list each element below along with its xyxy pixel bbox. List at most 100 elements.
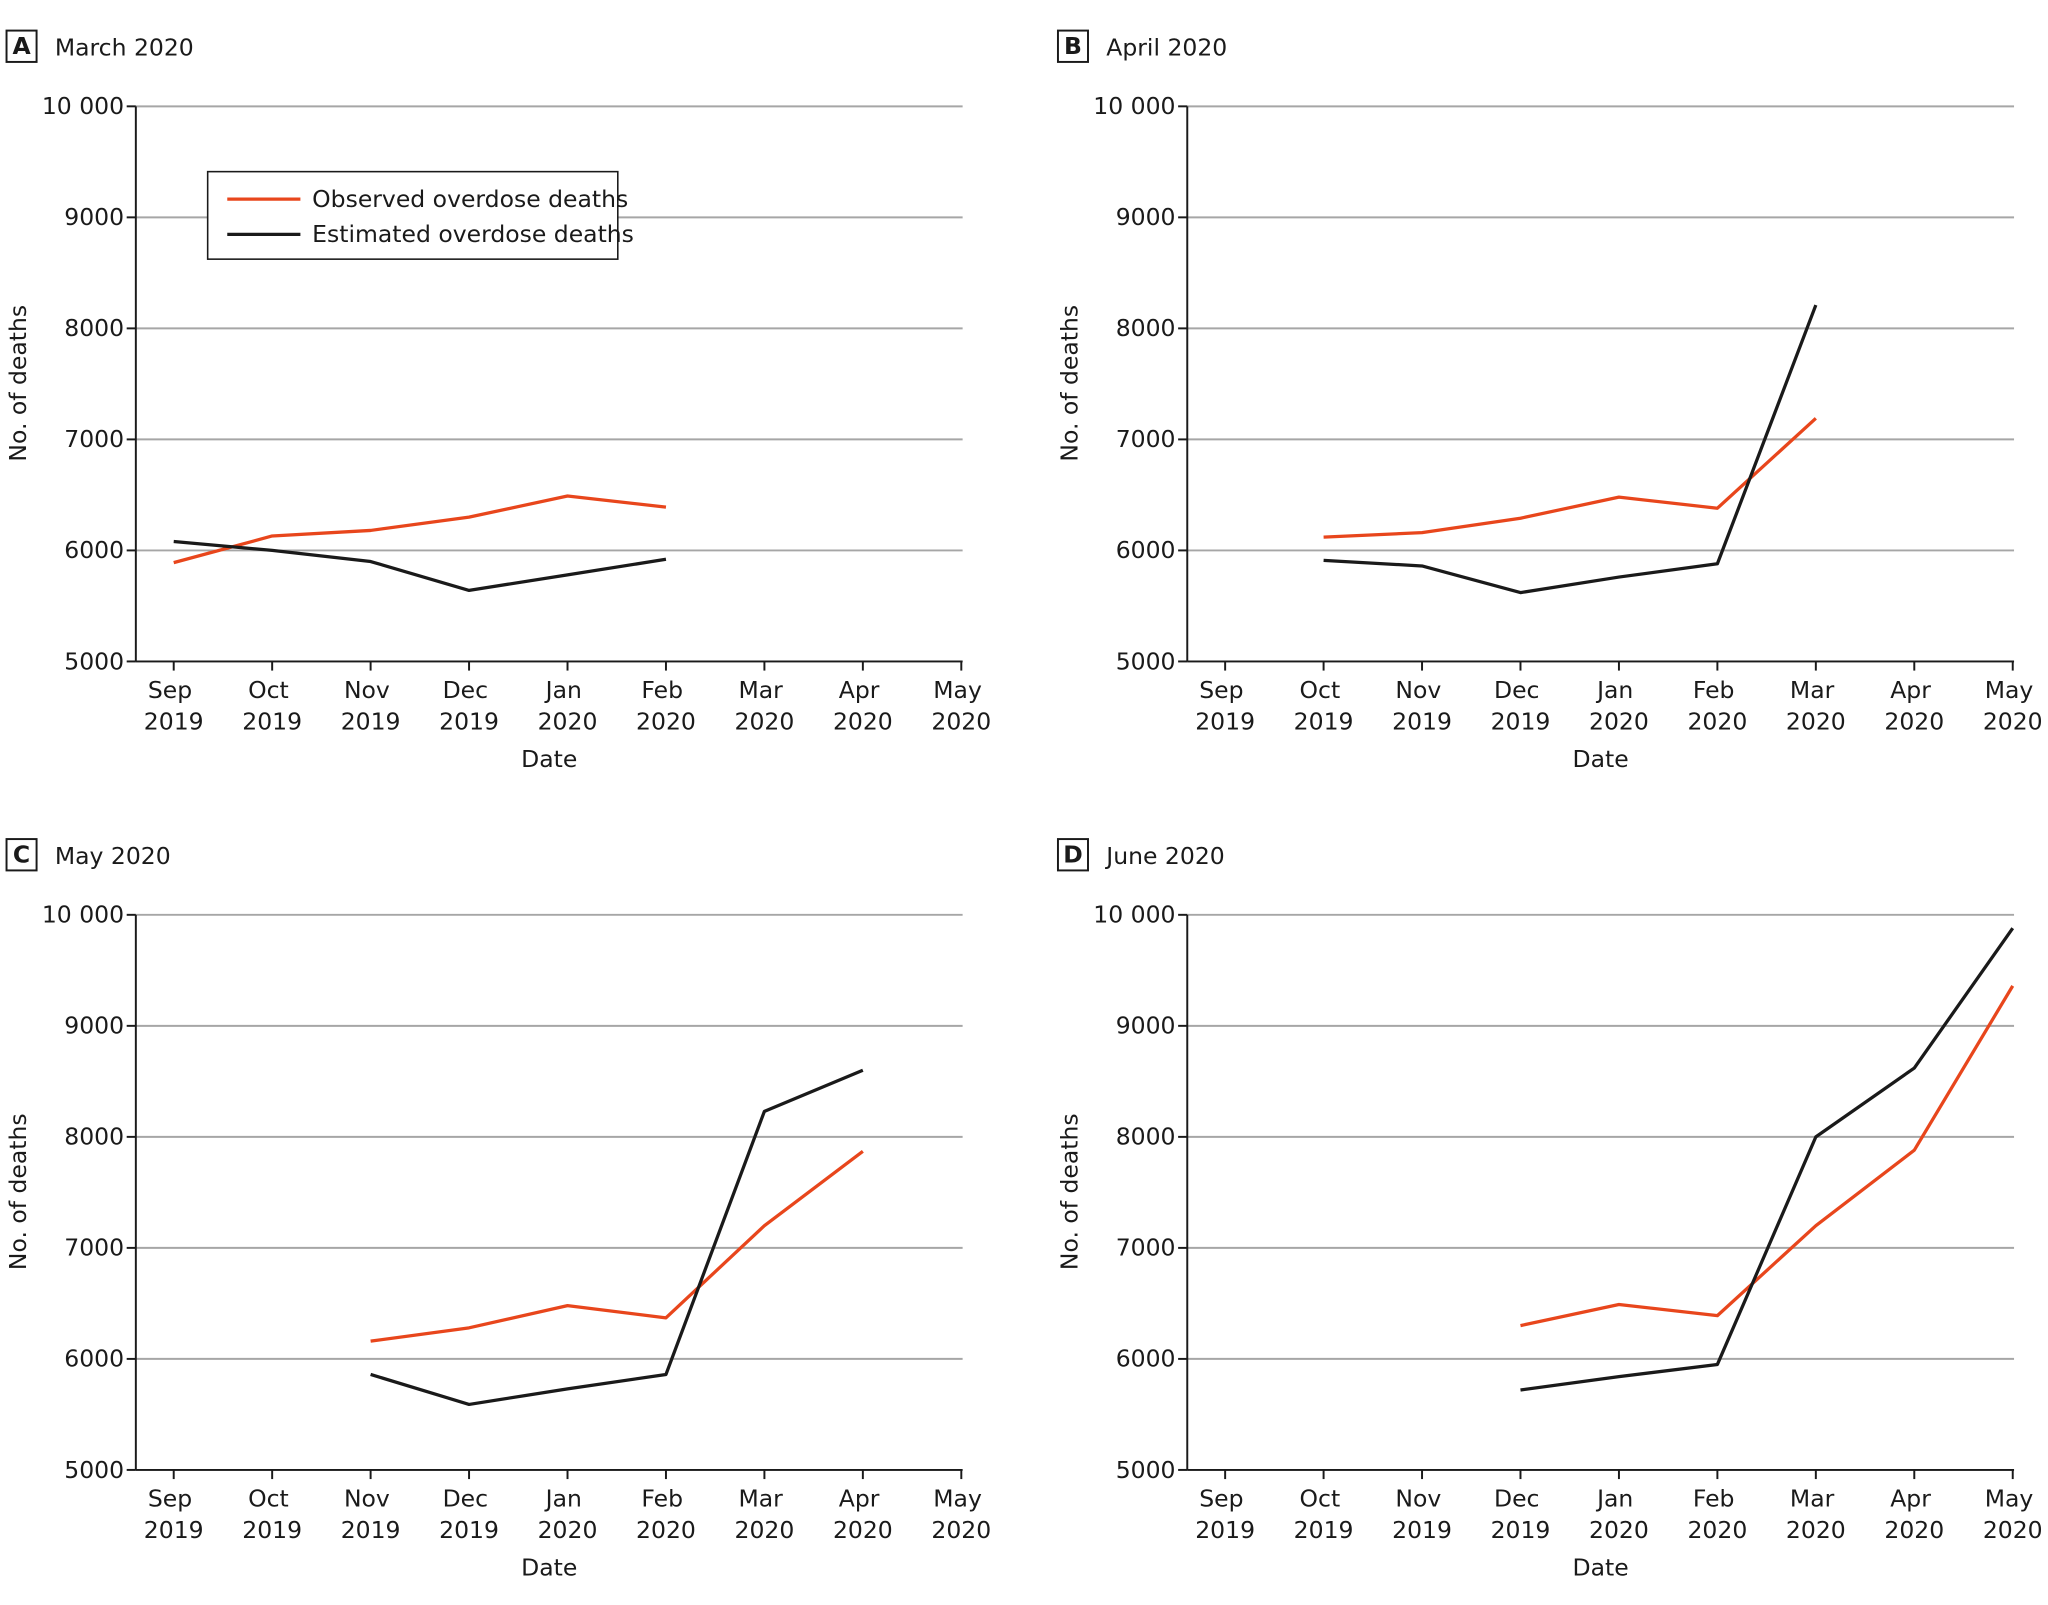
- x-tick-label-line: 2020: [1983, 707, 2043, 735]
- panel: B April 2020 5000 6000 7000 8000 9000 10 000 Sep…: [1056, 29, 2043, 773]
- x-tick-label-line: Apr: [1890, 676, 1938, 704]
- x-tick-label: Dec 2019: [439, 1485, 499, 1544]
- chart-title: March 2020: [55, 33, 194, 61]
- x-tick-label: Nov 2019: [1392, 1485, 1452, 1544]
- x-tick-label: Apr 2020: [833, 676, 893, 735]
- x-tick-label-line: 2020: [1589, 1516, 1649, 1544]
- y-tick-label: 10 000: [42, 901, 124, 929]
- y-tick-label: 5000: [1116, 1456, 1176, 1484]
- legend-label: Estimated overdose deaths: [312, 220, 634, 248]
- series-line: [173, 539, 667, 593]
- x-tick-label-line: 2019: [439, 1516, 499, 1544]
- x-tick-label-line: 2020: [538, 1516, 598, 1544]
- y-tick-label: 5000: [1116, 647, 1176, 675]
- x-tick-label-line: 2020: [931, 1516, 991, 1544]
- x-tick-label-line: Apr: [1890, 1485, 1938, 1513]
- x-tick-label-line: Jan: [1595, 1485, 1641, 1513]
- series-line: [1323, 304, 1818, 595]
- x-tick-label: May 2020: [1983, 676, 2043, 735]
- series-line: [1520, 927, 2015, 1392]
- x-tick-label-line: 2020: [931, 707, 991, 735]
- x-tick-label-line: Feb: [641, 676, 690, 704]
- x-tick-label-line: 2019: [341, 707, 401, 735]
- panel: A March 2020 5000 6000 7000 8000 9000 10 000 Sep…: [4, 29, 991, 773]
- y-tick-label: 6000: [1116, 536, 1176, 564]
- x-tick-label-line: Sep: [1199, 1485, 1251, 1513]
- y-tick-label: 5000: [64, 647, 124, 675]
- x-tick-label-line: Oct: [248, 1485, 296, 1513]
- x-tick-label-line: 2019: [1491, 1516, 1551, 1544]
- x-tick-label-line: 2019: [144, 707, 204, 735]
- x-tick-label: Apr 2020: [833, 1485, 893, 1544]
- x-tick-label: Jan 2020: [538, 676, 598, 735]
- x-tick-label-line: Nov: [344, 676, 397, 704]
- x-tick-label-line: 2020: [1884, 1516, 1944, 1544]
- x-tick-label: Jan 2020: [1589, 1485, 1649, 1544]
- x-tick-label: Feb 2020: [1687, 1485, 1747, 1544]
- panel-box: [5, 29, 38, 63]
- x-tick-label-line: 2019: [1491, 707, 1551, 735]
- x-axis-label: Date: [521, 745, 577, 773]
- y-axis-label: No. of deaths: [1056, 305, 1084, 462]
- y-tick-label: 9000: [64, 1012, 124, 1040]
- x-tick-label-line: 2020: [1786, 1516, 1846, 1544]
- x-tick-label: Feb 2020: [636, 676, 696, 735]
- series-line: [1323, 417, 1817, 539]
- x-tick-label: Mar 2020: [735, 676, 795, 735]
- x-tick-label-line: 2020: [1687, 707, 1747, 735]
- x-tick-label: Sep 2019: [1195, 676, 1255, 735]
- x-tick-label: Oct 2019: [242, 676, 302, 735]
- y-tick-label: 8000: [1116, 1123, 1176, 1151]
- x-tick-label-line: Nov: [1395, 676, 1448, 704]
- x-tick-label-line: May: [933, 676, 989, 704]
- x-tick-label-line: 2019: [1392, 707, 1452, 735]
- legend-box: [206, 170, 619, 260]
- x-tick-label-line: Oct: [1300, 676, 1348, 704]
- x-tick-label-line: 2020: [636, 707, 696, 735]
- x-tick-label-line: 2020: [1983, 1516, 2043, 1544]
- y-axis-label: No. of deaths: [4, 305, 32, 462]
- x-tick-label-line: Jan: [1595, 676, 1641, 704]
- x-tick-label-line: Mar: [1790, 1485, 1842, 1513]
- x-tick-label-line: May: [933, 1485, 989, 1513]
- x-tick-label-line: 2019: [1294, 1516, 1354, 1544]
- legend: Observed overdose deaths Estimated overdo…: [206, 170, 634, 260]
- x-tick-label: Dec 2019: [1491, 676, 1551, 735]
- series-line: [370, 1149, 864, 1343]
- y-tick-label: 7000: [1116, 425, 1176, 453]
- x-tick-label-line: Dec: [443, 676, 496, 704]
- x-tick-label-line: Sep: [1199, 676, 1251, 704]
- x-tick-label: May 2020: [1983, 1485, 2043, 1544]
- x-tick-label: Nov 2019: [341, 676, 401, 735]
- chart-title: June 2020: [1104, 842, 1224, 870]
- x-tick-label-line: Nov: [344, 1485, 397, 1513]
- x-tick-label: Oct 2019: [242, 1485, 302, 1544]
- x-tick-label-line: Feb: [1693, 1485, 1742, 1513]
- series-line: [370, 1068, 864, 1407]
- y-tick-label: 7000: [64, 425, 124, 453]
- legend-label: Observed overdose deaths: [312, 185, 628, 213]
- x-tick-label-line: 2020: [1884, 707, 1944, 735]
- x-tick-label-line: 2020: [833, 707, 893, 735]
- x-tick-label: Dec 2019: [439, 676, 499, 735]
- x-tick-label: Jan 2020: [538, 1485, 598, 1544]
- x-tick-label: Sep 2019: [1195, 1485, 1255, 1544]
- series-line: [1520, 985, 2015, 1328]
- y-tick-label: 7000: [64, 1234, 124, 1262]
- y-tick-label: 6000: [64, 1345, 124, 1373]
- x-tick-label-line: 2019: [1195, 1516, 1255, 1544]
- x-tick-label-line: May: [1985, 1485, 2041, 1513]
- x-tick-label: Mar 2020: [1786, 1485, 1846, 1544]
- panel: D June 2020 5000 6000 7000 8000 9000 10 000 Sep …: [1056, 838, 2043, 1582]
- x-tick-label-line: 2019: [242, 707, 302, 735]
- x-tick-label: Dec 2019: [1491, 1485, 1551, 1544]
- y-tick-label: 8000: [64, 1123, 124, 1151]
- y-tick-label: 6000: [1116, 1345, 1176, 1373]
- x-tick-label: Jan 2020: [1589, 676, 1649, 735]
- panel-box: [1056, 29, 1089, 63]
- panel-letter: D: [1063, 841, 1083, 869]
- x-tick-label: Mar 2020: [1786, 676, 1846, 735]
- x-tick-label-line: Apr: [839, 1485, 887, 1513]
- chart-title: April 2020: [1106, 33, 1227, 61]
- x-tick-label: Sep 2019: [144, 676, 204, 735]
